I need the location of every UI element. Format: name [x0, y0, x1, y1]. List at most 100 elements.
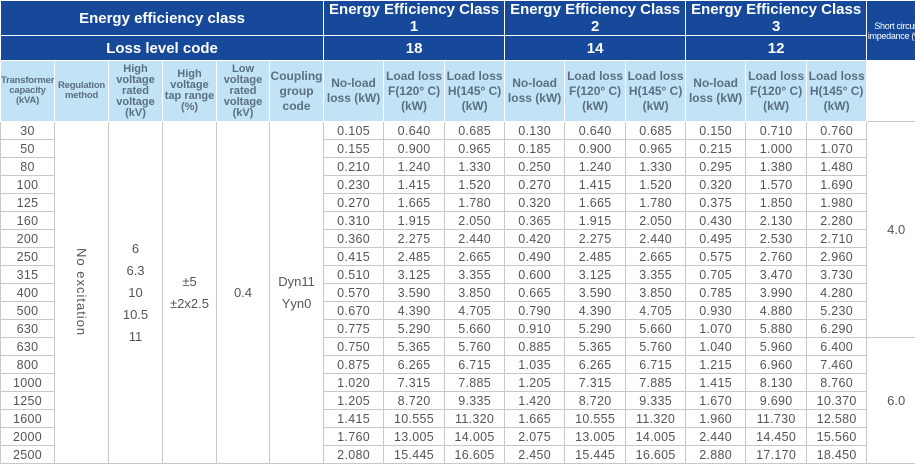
load-f-class-3-cell: 5.960 — [746, 338, 807, 356]
col-coupling: Coupling group code — [270, 61, 324, 122]
capacity-cell: 630 — [1, 338, 55, 356]
no-load-class-1-cell: 0.360 — [324, 230, 384, 248]
load-f-class-1-cell: 1.415 — [384, 176, 445, 194]
load-f-class-3-cell: 6.960 — [746, 356, 807, 374]
load-h-class-1-cell: 1.780 — [445, 194, 505, 212]
load-f-class-3-cell: 3.990 — [746, 284, 807, 302]
no-load-class-3-cell: 1.415 — [686, 374, 746, 392]
coupling-value: Yyn0 — [270, 293, 323, 315]
impedance-cell: 6.0 — [867, 338, 915, 464]
load-f-class-1-cell: 0.640 — [384, 122, 445, 140]
load-h-class-3-cell: 1.980 — [807, 194, 867, 212]
load-f-class-1-cell: 3.125 — [384, 266, 445, 284]
no-load-class-1-cell: 1.020 — [324, 374, 384, 392]
load-h-class-2-cell: 2.050 — [626, 212, 686, 230]
load-h-class-3-cell: 1.480 — [807, 158, 867, 176]
capacity-cell: 1000 — [1, 374, 55, 392]
load-h-class-3-cell: 5.230 — [807, 302, 867, 320]
load-f-class-2-cell: 1.415 — [565, 176, 626, 194]
capacity-cell: 400 — [1, 284, 55, 302]
load-h-class-3-cell: 0.760 — [807, 122, 867, 140]
no-load-class-2-cell: 0.665 — [505, 284, 565, 302]
no-load-class-1-cell: 0.230 — [324, 176, 384, 194]
regulation-cell: No excitation — [55, 122, 109, 464]
load-h-class-1-cell: 11.320 — [445, 410, 505, 428]
load-h-class-1-cell: 3.850 — [445, 284, 505, 302]
load-f-class-1-cell: 1.665 — [384, 194, 445, 212]
lv-voltage-cell: 0.4 — [217, 122, 270, 464]
load-h-class-3-cell: 2.280 — [807, 212, 867, 230]
capacity-cell: 160 — [1, 212, 55, 230]
col-hv-voltage: High voltage rated voltage (kV) — [109, 61, 163, 122]
tap-range-value: ±5 — [163, 271, 216, 293]
col-load-f-3: Load loss F(120° C) (kW) — [746, 61, 807, 122]
load-f-class-3-cell: 2.130 — [746, 212, 807, 230]
no-load-class-1-cell: 1.760 — [324, 428, 384, 446]
loss-level-header: Loss level code — [1, 36, 324, 61]
load-f-class-3-cell: 0.710 — [746, 122, 807, 140]
load-f-class-2-cell: 6.265 — [565, 356, 626, 374]
load-f-class-1-cell: 4.390 — [384, 302, 445, 320]
capacity-cell: 1600 — [1, 410, 55, 428]
load-h-class-3-cell: 18.450 — [807, 446, 867, 464]
efficiency-class-header: Energy efficiency class — [1, 1, 324, 36]
hv-voltage-value: 6 — [109, 238, 162, 260]
no-load-class-1-cell: 0.210 — [324, 158, 384, 176]
no-load-class-3-cell: 0.320 — [686, 176, 746, 194]
class-1-header: Energy Efficiency Class 1 — [324, 1, 505, 36]
load-f-class-3-cell: 8.130 — [746, 374, 807, 392]
col-load-h-2: Load loss H(145° C) (kW) — [626, 61, 686, 122]
load-h-class-1-cell: 3.355 — [445, 266, 505, 284]
load-f-class-2-cell: 1.665 — [565, 194, 626, 212]
no-load-class-2-cell: 0.885 — [505, 338, 565, 356]
no-load-class-1-cell: 0.415 — [324, 248, 384, 266]
no-load-class-1-cell: 0.670 — [324, 302, 384, 320]
load-f-class-1-cell: 1.915 — [384, 212, 445, 230]
no-load-class-3-cell: 0.495 — [686, 230, 746, 248]
no-load-class-3-cell: 0.785 — [686, 284, 746, 302]
hv-voltage-value: 11 — [109, 326, 162, 348]
no-load-class-3-cell: 2.880 — [686, 446, 746, 464]
load-h-class-1-cell: 16.605 — [445, 446, 505, 464]
col-load-f-2: Load loss F(120° C) (kW) — [565, 61, 626, 122]
load-f-class-2-cell: 15.445 — [565, 446, 626, 464]
tap-range-value: ±2x2.5 — [163, 293, 216, 315]
tap-range-cell: ±5±2x2.5 — [163, 122, 217, 464]
class-2-header: Energy Efficiency Class 2 — [505, 1, 686, 36]
load-f-class-2-cell: 0.640 — [565, 122, 626, 140]
class-3-header: Energy Efficiency Class 3 — [686, 1, 867, 36]
load-h-class-3-cell: 12.580 — [807, 410, 867, 428]
no-load-class-2-cell: 0.490 — [505, 248, 565, 266]
hv-voltage-value: 10.5 — [109, 304, 162, 326]
load-h-class-1-cell: 7.885 — [445, 374, 505, 392]
no-load-class-1-cell: 2.080 — [324, 446, 384, 464]
no-load-class-2-cell: 1.665 — [505, 410, 565, 428]
load-h-class-3-cell: 6.290 — [807, 320, 867, 338]
no-load-class-2-cell: 1.205 — [505, 374, 565, 392]
load-h-class-2-cell: 1.520 — [626, 176, 686, 194]
load-h-class-1-cell: 14.005 — [445, 428, 505, 446]
load-f-class-3-cell: 2.530 — [746, 230, 807, 248]
no-load-class-1-cell: 0.775 — [324, 320, 384, 338]
load-f-class-1-cell: 2.485 — [384, 248, 445, 266]
capacity-cell: 2500 — [1, 446, 55, 464]
no-load-class-1-cell: 1.205 — [324, 392, 384, 410]
no-load-class-1-cell: 0.155 — [324, 140, 384, 158]
load-f-class-3-cell: 2.760 — [746, 248, 807, 266]
load-h-class-2-cell: 1.330 — [626, 158, 686, 176]
load-f-class-2-cell: 2.485 — [565, 248, 626, 266]
load-h-class-2-cell: 6.715 — [626, 356, 686, 374]
capacity-cell: 50 — [1, 140, 55, 158]
capacity-cell: 2000 — [1, 428, 55, 446]
load-h-class-1-cell: 2.440 — [445, 230, 505, 248]
load-f-class-3-cell: 1.850 — [746, 194, 807, 212]
load-f-class-1-cell: 6.265 — [384, 356, 445, 374]
load-f-class-2-cell: 10.555 — [565, 410, 626, 428]
load-h-class-3-cell: 2.710 — [807, 230, 867, 248]
load-f-class-2-cell: 7.315 — [565, 374, 626, 392]
load-h-class-2-cell: 0.965 — [626, 140, 686, 158]
no-load-class-1-cell: 0.105 — [324, 122, 384, 140]
